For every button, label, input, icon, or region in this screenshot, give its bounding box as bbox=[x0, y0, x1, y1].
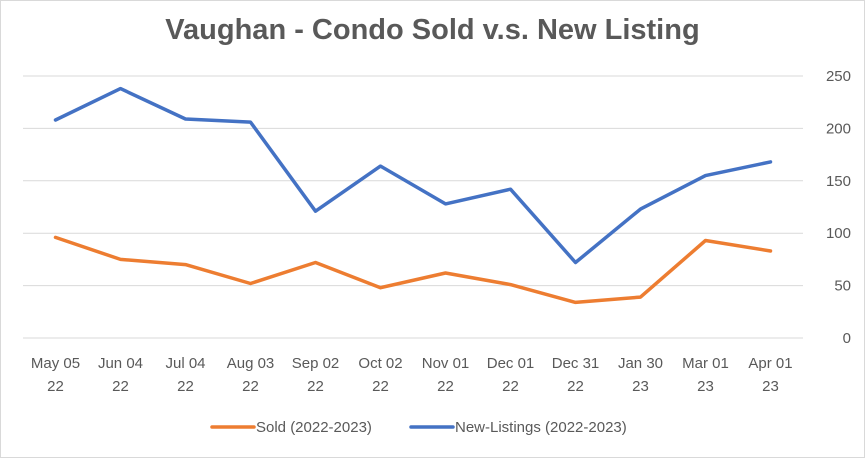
x-tick-label: Aug 03 bbox=[227, 355, 275, 372]
x-tick-label: Oct 02 bbox=[358, 355, 402, 372]
y-tick-label: 250 bbox=[826, 68, 851, 85]
x-tick-label-year: 22 bbox=[502, 378, 519, 395]
x-tick-label-year: 23 bbox=[697, 378, 714, 395]
legend: Sold (2022-2023) New-Listings (2022-2023) bbox=[210, 419, 627, 436]
gridlines bbox=[23, 75, 803, 339]
x-tick-label-year: 22 bbox=[307, 378, 324, 395]
x-tick-label-year: 22 bbox=[47, 378, 64, 395]
x-tick-label: Dec 01 bbox=[487, 355, 535, 372]
x-tick-label-year: 22 bbox=[437, 378, 454, 395]
x-tick-label-year: 22 bbox=[177, 378, 194, 395]
x-tick-label: Jun 04 bbox=[98, 355, 143, 372]
chart-title: Vaughan - Condo Sold v.s. New Listing bbox=[165, 14, 700, 46]
x-tick-label: Nov 01 bbox=[422, 355, 470, 372]
x-tick-label-year: 23 bbox=[632, 378, 649, 395]
x-tick-label-year: 22 bbox=[372, 378, 389, 395]
x-tick-label: Jan 30 bbox=[618, 355, 663, 372]
legend-label: Sold (2022-2023) bbox=[256, 419, 372, 436]
y-tick-label: 100 bbox=[826, 225, 851, 242]
x-tick-label: Jul 04 bbox=[165, 355, 205, 372]
y-tick-label: 50 bbox=[834, 278, 851, 295]
y-tick-label: 150 bbox=[826, 173, 851, 190]
x-tick-label: Dec 31 bbox=[552, 355, 600, 372]
x-axis-ticks: May 05 22 Jun 04 22 Jul 04 22 Aug 03 22 Sep 02 22… bbox=[31, 355, 793, 395]
x-tick-label: Sep 02 bbox=[292, 355, 340, 372]
x-tick-label-year: 23 bbox=[762, 378, 779, 395]
series-lines bbox=[53, 86, 773, 305]
x-tick-label-year: 22 bbox=[567, 378, 584, 395]
x-tick-label: May 05 bbox=[31, 355, 80, 372]
y-axis-ticks: 0 50 100 150 200 250 bbox=[826, 68, 851, 347]
y-tick-label: 0 bbox=[843, 330, 851, 347]
x-tick-label: Apr 01 bbox=[748, 355, 792, 372]
y-tick-label: 200 bbox=[826, 120, 851, 137]
series-line-new-listings bbox=[53, 86, 773, 265]
legend-label: New-Listings (2022-2023) bbox=[455, 419, 627, 436]
x-tick-label: Mar 01 bbox=[682, 355, 729, 372]
x-tick-label-year: 22 bbox=[242, 378, 259, 395]
series-line-sold bbox=[53, 235, 773, 305]
x-tick-label-year: 22 bbox=[112, 378, 129, 395]
